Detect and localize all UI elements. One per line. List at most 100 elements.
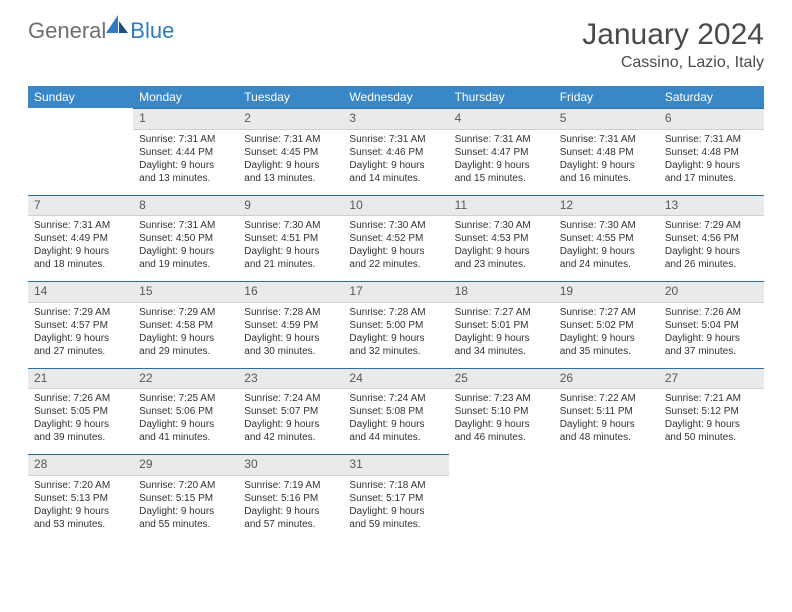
daylight-line: Daylight: 9 hours and 21 minutes. [244,245,337,271]
day-number: 28 [28,454,133,476]
sunrise-line: Sunrise: 7:28 AM [349,306,442,319]
day-number: 31 [343,454,448,476]
calendar-week-row: 14Sunrise: 7:29 AMSunset: 4:57 PMDayligh… [28,281,764,368]
day-body: Sunrise: 7:21 AMSunset: 5:12 PMDaylight:… [659,389,764,454]
day-body: Sunrise: 7:27 AMSunset: 5:02 PMDaylight:… [554,303,659,368]
sunrise-line: Sunrise: 7:24 AM [244,392,337,405]
calendar-cell: 2Sunrise: 7:31 AMSunset: 4:45 PMDaylight… [238,108,343,195]
day-body: Sunrise: 7:29 AMSunset: 4:56 PMDaylight:… [659,216,764,281]
sunset-line: Sunset: 5:06 PM [139,405,232,418]
calendar-cell: 21Sunrise: 7:26 AMSunset: 5:05 PMDayligh… [28,368,133,455]
sunrise-line: Sunrise: 7:31 AM [139,133,232,146]
sunset-line: Sunset: 4:56 PM [665,232,758,245]
daylight-line: Daylight: 9 hours and 39 minutes. [34,418,127,444]
weekday-header: Friday [554,86,659,108]
daylight-line: Daylight: 9 hours and 50 minutes. [665,418,758,444]
day-body: Sunrise: 7:26 AMSunset: 5:05 PMDaylight:… [28,389,133,454]
calendar-cell: 15Sunrise: 7:29 AMSunset: 4:58 PMDayligh… [133,281,238,368]
daylight-line: Daylight: 9 hours and 16 minutes. [560,159,653,185]
calendar-cell: 26Sunrise: 7:22 AMSunset: 5:11 PMDayligh… [554,368,659,455]
calendar-cell: 29Sunrise: 7:20 AMSunset: 5:15 PMDayligh… [133,454,238,541]
day-number: 14 [28,281,133,303]
day-body: Sunrise: 7:30 AMSunset: 4:52 PMDaylight:… [343,216,448,281]
sunset-line: Sunset: 4:55 PM [560,232,653,245]
calendar-table: SundayMondayTuesdayWednesdayThursdayFrid… [28,86,764,541]
day-body [554,476,659,534]
sunset-line: Sunset: 5:13 PM [34,492,127,505]
day-number: 7 [28,195,133,217]
daylight-line: Daylight: 9 hours and 14 minutes. [349,159,442,185]
calendar-cell: 30Sunrise: 7:19 AMSunset: 5:16 PMDayligh… [238,454,343,541]
daylight-line: Daylight: 9 hours and 24 minutes. [560,245,653,271]
sunrise-line: Sunrise: 7:20 AM [34,479,127,492]
day-number [449,454,554,476]
sunset-line: Sunset: 5:17 PM [349,492,442,505]
day-number: 19 [554,281,659,303]
sunrise-line: Sunrise: 7:31 AM [244,133,337,146]
day-number: 18 [449,281,554,303]
sunrise-line: Sunrise: 7:29 AM [139,306,232,319]
sunset-line: Sunset: 4:49 PM [34,232,127,245]
day-body: Sunrise: 7:31 AMSunset: 4:48 PMDaylight:… [659,130,764,195]
calendar-cell: 10Sunrise: 7:30 AMSunset: 4:52 PMDayligh… [343,195,448,282]
weekday-header: Thursday [449,86,554,108]
calendar-week-row: 21Sunrise: 7:26 AMSunset: 5:05 PMDayligh… [28,368,764,455]
sunrise-line: Sunrise: 7:30 AM [560,219,653,232]
calendar-cell: 31Sunrise: 7:18 AMSunset: 5:17 PMDayligh… [343,454,448,541]
daylight-line: Daylight: 9 hours and 46 minutes. [455,418,548,444]
day-number: 12 [554,195,659,217]
sunrise-line: Sunrise: 7:19 AM [244,479,337,492]
daylight-line: Daylight: 9 hours and 27 minutes. [34,332,127,358]
day-body [659,476,764,534]
day-number: 4 [449,108,554,130]
daylight-line: Daylight: 9 hours and 15 minutes. [455,159,548,185]
sunset-line: Sunset: 4:48 PM [560,146,653,159]
sunset-line: Sunset: 4:44 PM [139,146,232,159]
day-number: 27 [659,368,764,390]
daylight-line: Daylight: 9 hours and 42 minutes. [244,418,337,444]
day-number: 24 [343,368,448,390]
sunset-line: Sunset: 5:08 PM [349,405,442,418]
sunrise-line: Sunrise: 7:31 AM [560,133,653,146]
sunrise-line: Sunrise: 7:26 AM [34,392,127,405]
sunrise-line: Sunrise: 7:31 AM [349,133,442,146]
day-body: Sunrise: 7:26 AMSunset: 5:04 PMDaylight:… [659,303,764,368]
calendar-cell: 22Sunrise: 7:25 AMSunset: 5:06 PMDayligh… [133,368,238,455]
location: Cassino, Lazio, Italy [582,54,764,72]
day-body: Sunrise: 7:30 AMSunset: 4:55 PMDaylight:… [554,216,659,281]
sunset-line: Sunset: 4:45 PM [244,146,337,159]
calendar-cell: 27Sunrise: 7:21 AMSunset: 5:12 PMDayligh… [659,368,764,455]
calendar-cell: 9Sunrise: 7:30 AMSunset: 4:51 PMDaylight… [238,195,343,282]
calendar-cell [28,108,133,195]
calendar-cell: 19Sunrise: 7:27 AMSunset: 5:02 PMDayligh… [554,281,659,368]
day-number: 13 [659,195,764,217]
calendar-cell: 12Sunrise: 7:30 AMSunset: 4:55 PMDayligh… [554,195,659,282]
calendar-cell: 24Sunrise: 7:24 AMSunset: 5:08 PMDayligh… [343,368,448,455]
sunrise-line: Sunrise: 7:30 AM [244,219,337,232]
sunrise-line: Sunrise: 7:29 AM [34,306,127,319]
day-number: 10 [343,195,448,217]
sunset-line: Sunset: 4:53 PM [455,232,548,245]
sunrise-line: Sunrise: 7:24 AM [349,392,442,405]
day-body: Sunrise: 7:19 AMSunset: 5:16 PMDaylight:… [238,476,343,541]
daylight-line: Daylight: 9 hours and 55 minutes. [139,505,232,531]
calendar-cell: 13Sunrise: 7:29 AMSunset: 4:56 PMDayligh… [659,195,764,282]
calendar-week-row: 7Sunrise: 7:31 AMSunset: 4:49 PMDaylight… [28,195,764,282]
calendar-cell [449,454,554,541]
day-number: 20 [659,281,764,303]
day-body: Sunrise: 7:18 AMSunset: 5:17 PMDaylight:… [343,476,448,541]
sunrise-line: Sunrise: 7:27 AM [455,306,548,319]
day-number: 16 [238,281,343,303]
day-body: Sunrise: 7:30 AMSunset: 4:51 PMDaylight:… [238,216,343,281]
daylight-line: Daylight: 9 hours and 37 minutes. [665,332,758,358]
sunset-line: Sunset: 5:07 PM [244,405,337,418]
daylight-line: Daylight: 9 hours and 59 minutes. [349,505,442,531]
sunrise-line: Sunrise: 7:23 AM [455,392,548,405]
weekday-header: Monday [133,86,238,108]
day-number: 29 [133,454,238,476]
day-body [28,130,133,188]
sunrise-line: Sunrise: 7:30 AM [455,219,548,232]
daylight-line: Daylight: 9 hours and 29 minutes. [139,332,232,358]
sunset-line: Sunset: 5:12 PM [665,405,758,418]
day-number: 11 [449,195,554,217]
